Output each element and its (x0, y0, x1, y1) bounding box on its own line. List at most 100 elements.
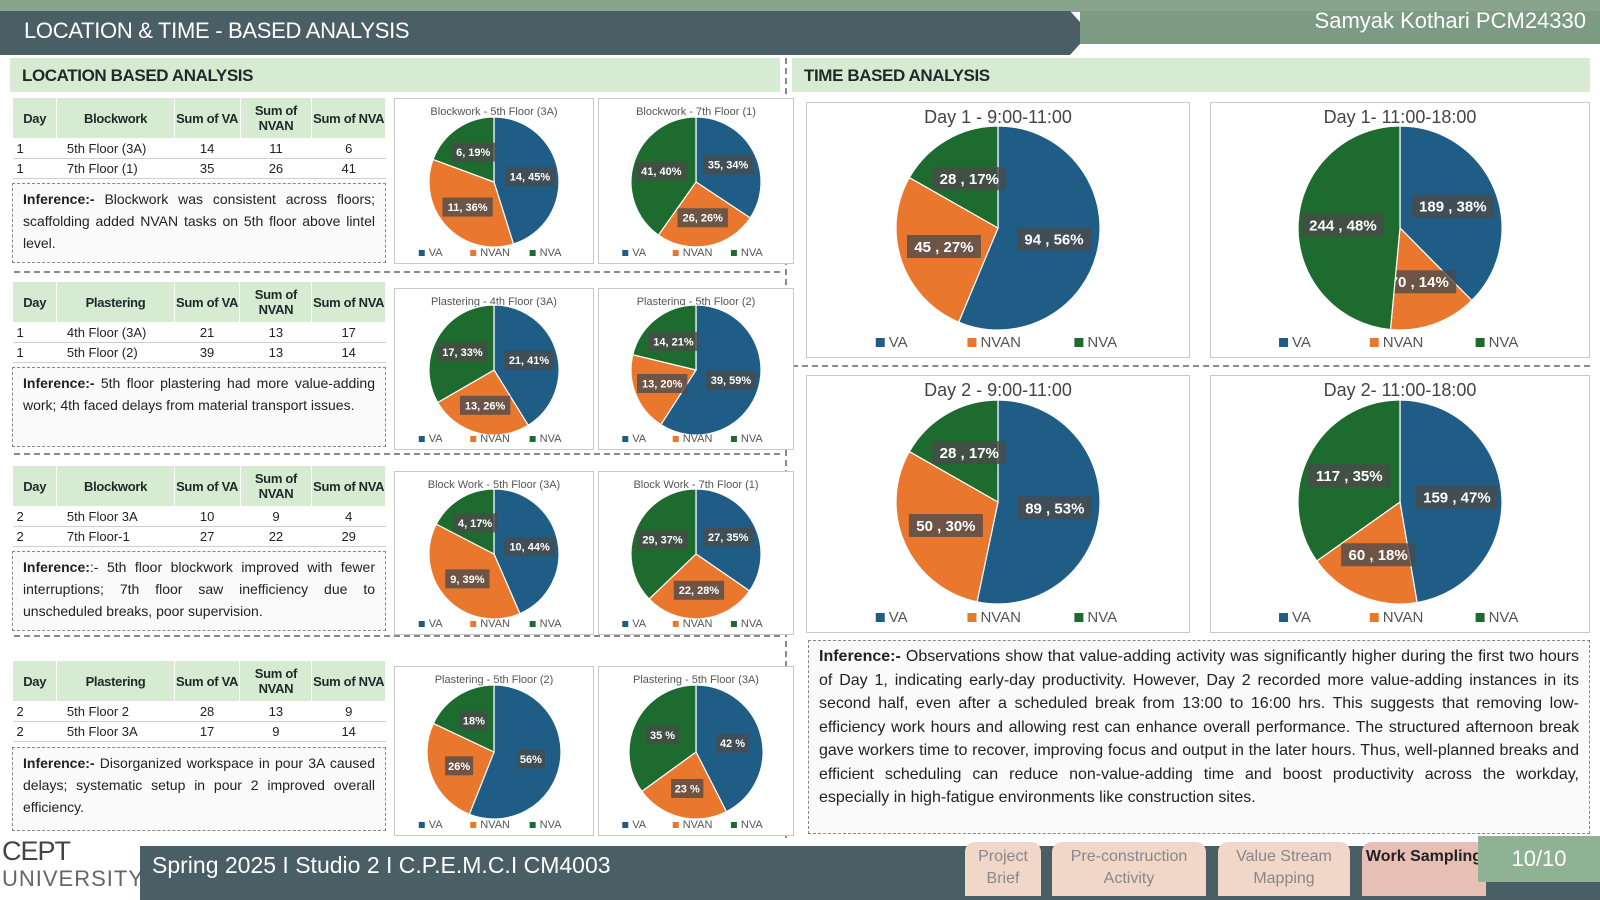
table-row: 2 7th Floor-1 27 22 29 (12, 526, 386, 547)
data-table-2: Day Plastering Sum of VA Sum of NVAN Sum of … (11, 281, 386, 363)
legend-label: VA (632, 819, 647, 831)
column-header: Sum of NVA (311, 465, 386, 507)
table-row: 1 5th Floor (2) 39 13 14 (12, 342, 386, 363)
data-label-text: 41, 40% (641, 166, 682, 178)
data-label-text: 50 , 30% (916, 518, 975, 535)
legend-swatch (672, 436, 679, 442)
legend-swatch (622, 822, 629, 828)
table-cell: 5th Floor 2 (56, 701, 175, 722)
inference-box-2: Inference:- 5th floor plastering had mor… (12, 367, 386, 447)
table-cell: 10 (174, 506, 241, 527)
data-label-text: 9, 39% (450, 574, 484, 586)
data-label-nvan: 9, 39% (445, 569, 490, 589)
legend-label: NVAN (980, 334, 1021, 351)
legend-item-nvan: NVAN (1369, 609, 1423, 626)
pie-slice-va (660, 304, 762, 436)
table-cell: 7th Floor (1) (56, 158, 175, 179)
data-label-bg (1382, 270, 1457, 294)
data-label-bg (932, 167, 1007, 191)
column-header: Blockwork (56, 97, 175, 139)
data-label-bg (1017, 496, 1092, 520)
table-cell: 26 (240, 158, 312, 179)
data-label-nvan: 45 , 27% (906, 234, 981, 258)
legend-item-nvan: NVAN (672, 247, 713, 259)
legend-label: VA (429, 819, 444, 831)
legend-swatch (1369, 338, 1379, 347)
legend-item-nvan: NVAN (967, 609, 1021, 626)
legend-label: NVA (741, 247, 763, 259)
pie-chart-5: Block Work - 5th Floor (3A) 10, 44% 9, 39%… (394, 471, 594, 635)
data-label-nvan: 26% (445, 756, 474, 776)
legend-label: NVAN (683, 618, 713, 630)
legend-label: NVAN (1383, 334, 1424, 351)
data-label-text: 70 , 14% (1390, 274, 1449, 291)
column-header: Sum of NVAN (239, 660, 313, 702)
data-label-bg (702, 155, 754, 175)
legend-label: NVAN (683, 247, 713, 259)
nav-pre-construction[interactable]: Pre-construction Activity (1052, 842, 1206, 896)
legend-item-nva: NVA (1074, 609, 1117, 626)
table-cell: 28 (174, 701, 240, 722)
data-label-nva: 29, 37% (637, 530, 688, 550)
data-label-bg (671, 778, 704, 798)
data-label-bg (451, 142, 496, 162)
data-label-nva: 6, 19% (451, 142, 496, 162)
legend-swatch (622, 436, 629, 442)
pie-chart-svg: Block Work - 7th Floor (1) 27, 35% 22, 28%… (622, 479, 763, 630)
legend-label: NVA (1087, 334, 1117, 351)
data-label-bg (445, 756, 474, 776)
chart-title: Plastering - 4th Floor (3A) (431, 296, 557, 308)
pie-chart-11: Day 2 - 9:00-11:00 89 , 53% 50 , 30% 28 , 1… (806, 375, 1190, 633)
time-section-header: TIME BASED ANALYSIS (792, 58, 1590, 92)
pie-chart-svg: Day 2- 11:00-18:00 159 , 47% 60 , 18% 117 ,… (1279, 380, 1518, 626)
pie-chart-svg: Plastering - 4th Floor (3A) 21, 41% 13, 26… (418, 296, 562, 445)
data-label-bg (646, 725, 679, 745)
column-header: Sum of NVA (311, 281, 386, 323)
table-cell: 4th Floor (3A) (56, 322, 175, 343)
divider-3 (14, 635, 780, 637)
legend-swatch (470, 621, 477, 627)
legend-swatch (730, 822, 737, 828)
data-label-text: 4, 17% (458, 518, 492, 530)
nav-value-stream-mapping[interactable]: Value Stream Mapping (1218, 842, 1350, 896)
data-label-nvan: 26, 26% (677, 208, 728, 228)
nav-work-sampling[interactable]: Work Sampling (1362, 842, 1486, 896)
table-cell: 2 (12, 721, 57, 742)
nav-project-brief[interactable]: Project Brief (965, 842, 1041, 896)
table-header-row: Day Plastering Sum of VA Sum of NVAN Sum of … (11, 281, 386, 323)
legend-label: NVAN (480, 819, 510, 831)
legend-swatch (875, 613, 885, 622)
data-label-va: 14, 45% (504, 166, 556, 186)
pie-chart-1: Blockwork - 5th Floor (3A) 14, 45% 11, 36%… (394, 98, 594, 264)
data-label-text: 189 , 38% (1419, 199, 1487, 216)
page-number: 10/10 (1478, 836, 1600, 882)
column-header: Sum of VA (173, 281, 241, 323)
legend-swatch (730, 250, 737, 256)
pie-chart-10: Day 1- 11:00-18:00 189 , 38% 70 , 14% 244 ,… (1210, 102, 1590, 358)
legend-label: VA (1292, 609, 1311, 626)
pie-chart-svg: Plastering - 5th Floor (2) 56% 26% 18% VA NVA… (418, 674, 562, 831)
legend-label: VA (632, 618, 647, 630)
table-header-row: Day Blockwork Sum of VA Sum of NVAN Sum of N… (11, 97, 386, 139)
time-inference-box: Inference:- Observations show that value… (808, 640, 1590, 834)
inference-text: :- 5th floor blockwork improved with few… (23, 559, 375, 619)
legend-item-va: VA (622, 618, 647, 630)
top-accent-bar (0, 0, 1600, 12)
data-label-text: 14, 45% (510, 171, 551, 183)
data-label-bg (459, 395, 511, 415)
legend-swatch (529, 436, 536, 442)
data-label-bg (1017, 227, 1092, 251)
table-cell: 29 (311, 526, 386, 547)
data-label-va: 27, 35% (703, 527, 754, 547)
column-header: Blockwork (56, 465, 175, 507)
legend-swatch (418, 436, 425, 442)
data-label-text: 23 % (675, 783, 700, 795)
table-cell: 39 (174, 342, 240, 363)
time-inference-label: Inference:- (819, 648, 901, 665)
legend-item-nva: NVA (1475, 334, 1518, 351)
data-label-va: 94 , 56% (1017, 227, 1092, 251)
table-cell: 5th Floor 3A (56, 506, 175, 527)
table-cell: 13 (239, 342, 312, 363)
pie-chart-svg: Day 1- 11:00-18:00 189 , 38% 70 , 14% 244 ,… (1279, 107, 1518, 351)
table-cell: 11 (240, 138, 312, 159)
